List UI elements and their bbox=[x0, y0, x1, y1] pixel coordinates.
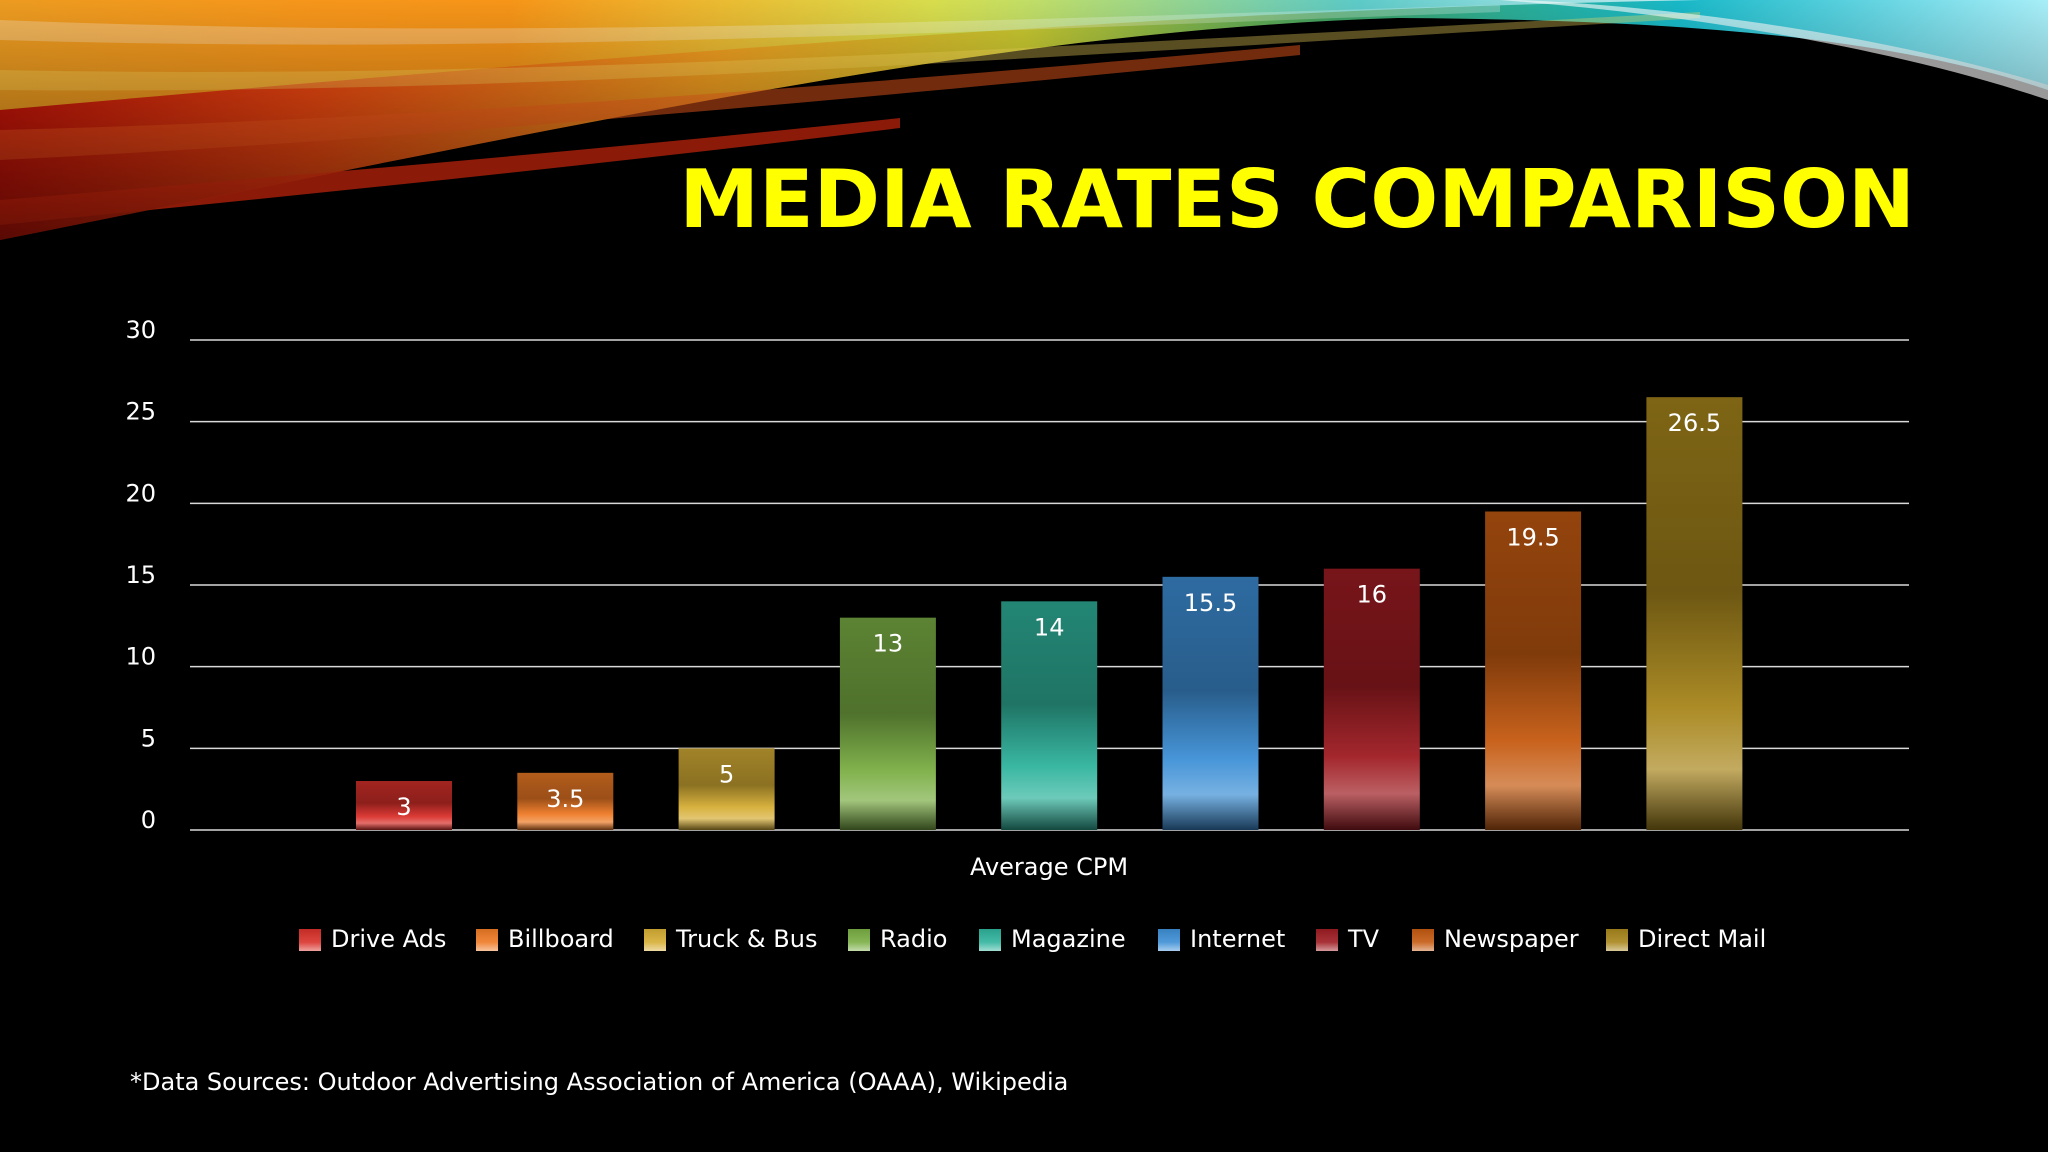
legend: Drive Ads Billboard Truck & Bus Radio Magazi… bbox=[299, 925, 1766, 953]
legend-label: Direct Mail bbox=[1638, 925, 1766, 953]
legend-swatch bbox=[1158, 929, 1180, 951]
data-label: 19.5 bbox=[1506, 524, 1559, 552]
data-label: 16 bbox=[1357, 581, 1388, 609]
legend-label: Truck & Bus bbox=[675, 925, 817, 953]
y-tick-label: 15 bbox=[125, 561, 156, 589]
bar-truck-bus bbox=[678, 748, 775, 830]
data-label: 3 bbox=[396, 793, 411, 821]
data-label: 13 bbox=[873, 630, 904, 658]
bar-drive-ads bbox=[356, 781, 452, 830]
legend-swatch bbox=[1316, 929, 1338, 951]
legend-item: Billboard bbox=[476, 925, 614, 953]
legend-item: Truck & Bus bbox=[644, 925, 817, 953]
legend-swatch bbox=[1606, 929, 1628, 951]
legend-swatch bbox=[848, 929, 870, 951]
y-tick-label: 25 bbox=[125, 398, 156, 426]
legend-item: Radio bbox=[848, 925, 947, 953]
legend-swatch bbox=[979, 929, 1001, 951]
x-axis-label: Average CPM bbox=[970, 853, 1128, 881]
bar-magazine bbox=[1001, 601, 1098, 830]
data-label: 3.5 bbox=[546, 785, 584, 813]
legend-item: Magazine bbox=[979, 925, 1126, 953]
gridlines bbox=[190, 339, 1909, 831]
legend-item: TV bbox=[1316, 925, 1380, 953]
legend-label: Billboard bbox=[508, 925, 614, 953]
bar-internet bbox=[1162, 576, 1259, 830]
bar-billboard bbox=[517, 772, 614, 830]
bars bbox=[356, 397, 1743, 830]
data-label: 26.5 bbox=[1668, 409, 1721, 437]
y-tick-label: 20 bbox=[125, 479, 156, 507]
legend-label: Internet bbox=[1190, 925, 1285, 953]
bar-newspaper bbox=[1485, 511, 1582, 830]
y-tick-label: 0 bbox=[141, 806, 156, 834]
decorative-swoosh bbox=[0, 0, 2048, 240]
legend-label: Newspaper bbox=[1444, 925, 1579, 953]
data-sources-footnote: *Data Sources: Outdoor Advertising Assoc… bbox=[130, 1068, 1069, 1096]
legend-swatch bbox=[644, 929, 666, 951]
bar-tv bbox=[1323, 568, 1420, 830]
data-label: 15.5 bbox=[1184, 589, 1237, 617]
legend-swatch bbox=[476, 929, 498, 951]
legend-item: Drive Ads bbox=[299, 925, 446, 953]
bar-radio bbox=[839, 617, 936, 830]
legend-label: Magazine bbox=[1011, 925, 1126, 953]
data-labels: 3 3.5 5 13 14 15.5 16 19.5 26.5 bbox=[396, 409, 1721, 821]
y-tick-label: 10 bbox=[125, 643, 156, 671]
legend-item: Internet bbox=[1158, 925, 1285, 953]
legend-label: TV bbox=[1347, 925, 1380, 953]
slide-title: MEDIA RATES COMPARISON bbox=[679, 153, 1915, 246]
y-tick-label: 5 bbox=[141, 724, 156, 752]
legend-item: Direct Mail bbox=[1606, 925, 1766, 953]
legend-swatch bbox=[1412, 929, 1434, 951]
data-label: 14 bbox=[1034, 613, 1065, 641]
data-label: 5 bbox=[719, 760, 734, 788]
y-axis-tick-labels: 0 5 10 15 20 25 30 bbox=[125, 316, 156, 834]
legend-swatch bbox=[299, 929, 321, 951]
bar-direct-mail bbox=[1646, 397, 1743, 830]
legend-label: Radio bbox=[880, 925, 947, 953]
legend-item: Newspaper bbox=[1412, 925, 1579, 953]
y-tick-label: 30 bbox=[125, 316, 156, 344]
legend-label: Drive Ads bbox=[331, 925, 446, 953]
